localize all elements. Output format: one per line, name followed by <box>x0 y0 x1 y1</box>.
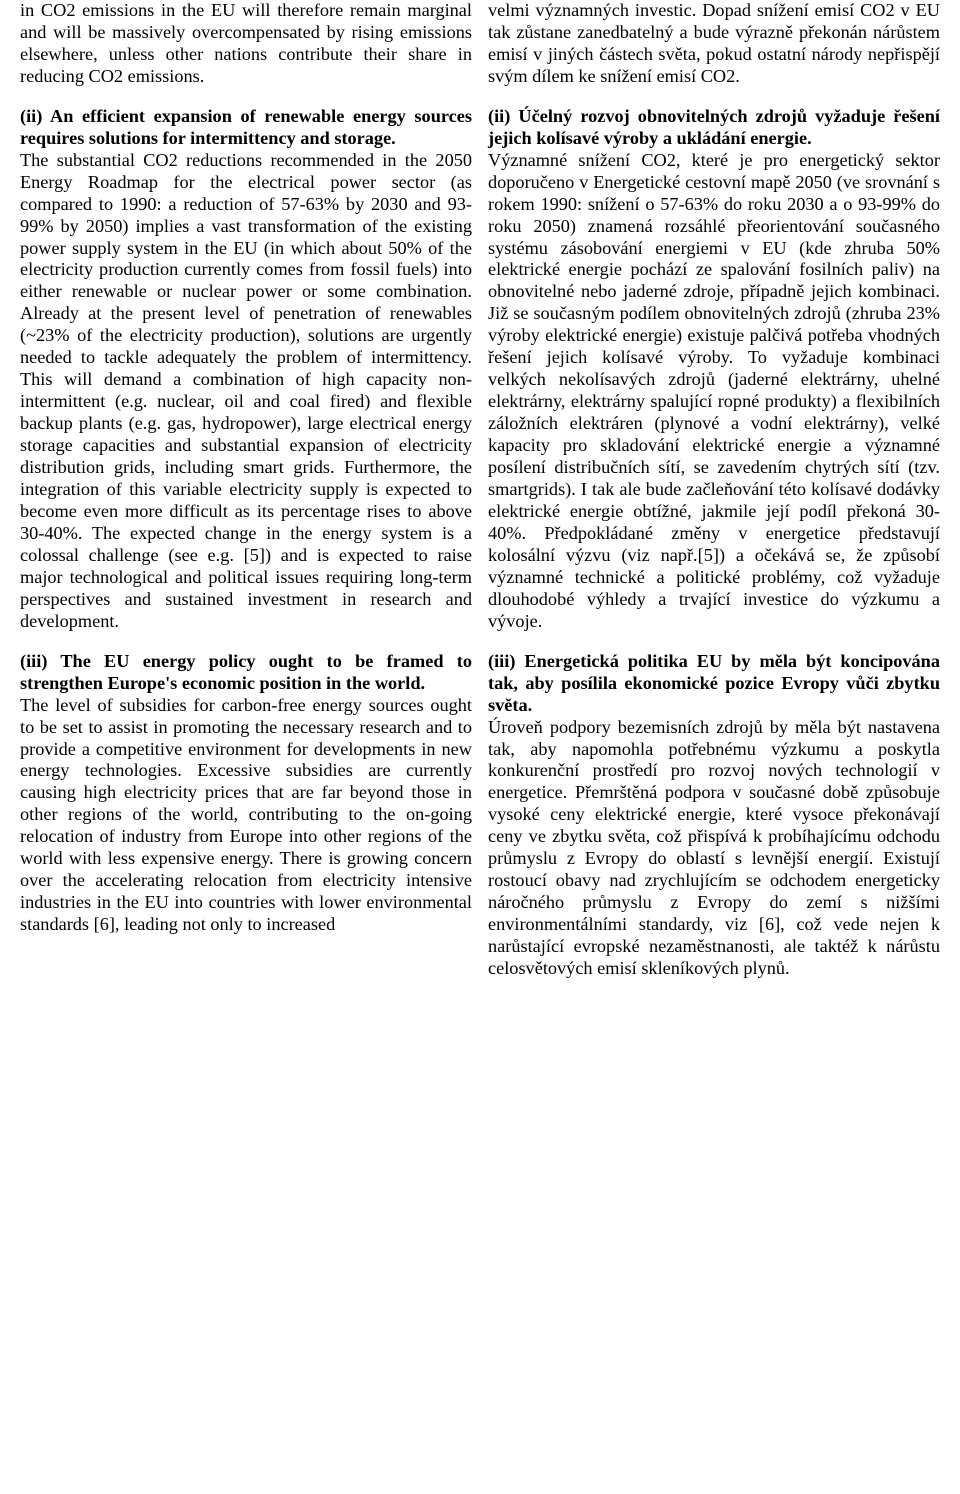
page: in CO2 emissions in the EU will therefor… <box>0 0 960 1000</box>
left-paragraph-1: in CO2 emissions in the EU will therefor… <box>20 0 472 88</box>
right-column: velmi významných investic. Dopad snížení… <box>488 0 940 980</box>
right-paragraph-1: velmi významných investic. Dopad snížení… <box>488 0 940 88</box>
left-section-3: (iii) The EU energy policy ought to be f… <box>20 651 472 936</box>
right-section-2: (ii) Účelný rozvoj obnovitelných zdrojů … <box>488 106 940 633</box>
left-paragraph-2: The substantial CO2 reductions recommend… <box>20 150 472 631</box>
left-heading-3: (iii) The EU energy policy ought to be f… <box>20 651 472 693</box>
left-column: in CO2 emissions in the EU will therefor… <box>20 0 472 980</box>
right-section-3: (iii) Energetická politika EU by měla bý… <box>488 651 940 980</box>
right-heading-3: (iii) Energetická politika EU by měla bý… <box>488 651 940 715</box>
right-paragraph-3: Úroveň podpory bezemisních zdrojů by měl… <box>488 717 940 978</box>
right-paragraph-2: Významné snížení CO2, které je pro energ… <box>488 150 940 631</box>
right-heading-2: (ii) Účelný rozvoj obnovitelných zdrojů … <box>488 106 940 148</box>
left-paragraph-3: The level of subsidies for carbon-free e… <box>20 695 472 935</box>
left-section-2: (ii) An efficient expansion of renewable… <box>20 106 472 633</box>
left-heading-2: (ii) An efficient expansion of renewable… <box>20 106 472 148</box>
